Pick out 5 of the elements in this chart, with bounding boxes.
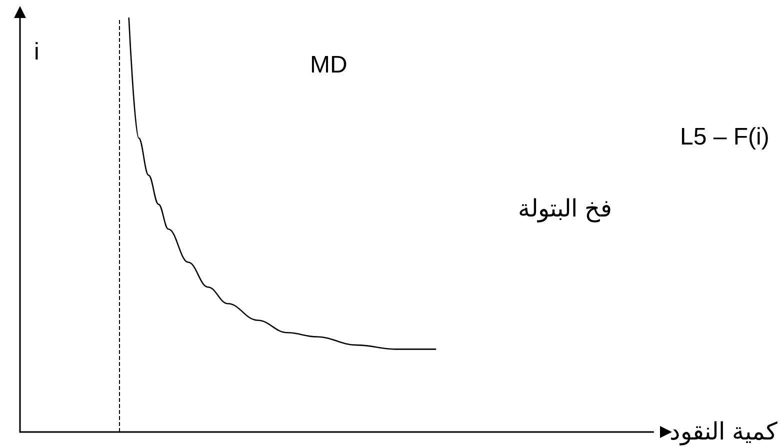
- annotation: MD: [310, 52, 348, 78]
- x-axis-title: كمية النقود: [669, 418, 778, 446]
- text: L5 – F(i): [680, 124, 770, 150]
- annotation: فخ البتولة: [518, 196, 612, 222]
- y-axis-title: i: [34, 38, 40, 66]
